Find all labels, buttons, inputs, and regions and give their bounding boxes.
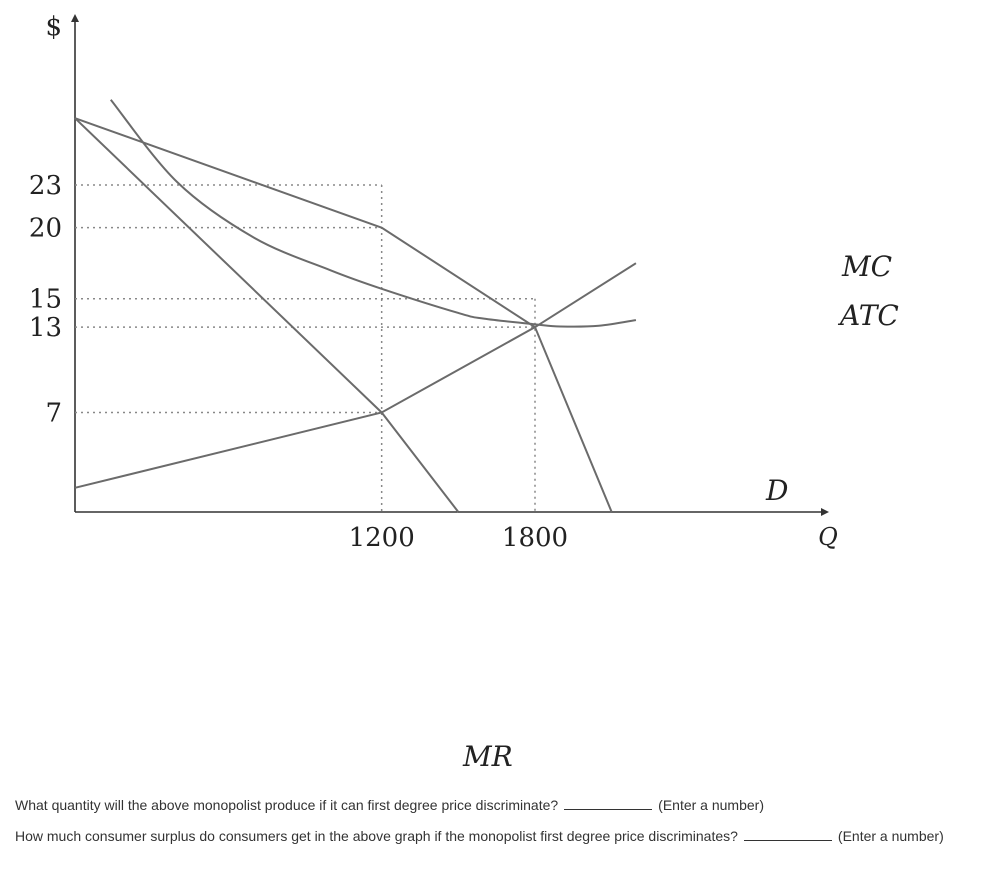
dotted-guides	[75, 184, 536, 512]
curve-label-d: D	[765, 474, 788, 507]
curve-label-mr: MR	[462, 740, 513, 773]
x-tick-labels: 1200 1800	[349, 523, 569, 553]
question-1-answer-blank[interactable]	[564, 796, 653, 810]
question-1-text: What quantity will the above monopolist …	[15, 797, 559, 813]
question-2: How much consumer surplus do consumers g…	[15, 827, 990, 846]
y-tick-7: 7	[45, 398, 62, 428]
curve-label-mc: MC	[841, 250, 892, 283]
y-axis-symbol: $	[45, 12, 62, 42]
x-axis-symbol: Q	[818, 523, 838, 551]
question-2-hint: (Enter a number)	[837, 828, 944, 844]
question-1: What quantity will the above monopolist …	[15, 796, 990, 815]
question-2-text: How much consumer surplus do consumers g…	[15, 828, 738, 844]
y-tick-13: 13	[29, 313, 62, 343]
curve-mc	[74, 262, 637, 489]
curves	[74, 99, 637, 513]
question-1-hint: (Enter a number)	[658, 797, 764, 813]
curve-atc	[109, 99, 637, 328]
y-tick-23: 23	[29, 171, 62, 201]
questions: What quantity will the above monopolist …	[15, 796, 990, 858]
curve-mr	[74, 117, 460, 513]
x-axis-arrow	[821, 508, 829, 516]
y-tick-15: 15	[29, 285, 62, 315]
curve-label-atc: ATC	[837, 299, 899, 332]
x-tick-1200: 1200	[349, 523, 415, 553]
question-2-answer-blank[interactable]	[743, 827, 832, 841]
y-axis-arrow	[71, 14, 79, 22]
x-tick-1800: 1800	[502, 523, 568, 553]
y-tick-20: 20	[29, 214, 62, 244]
curve-d	[74, 117, 613, 513]
